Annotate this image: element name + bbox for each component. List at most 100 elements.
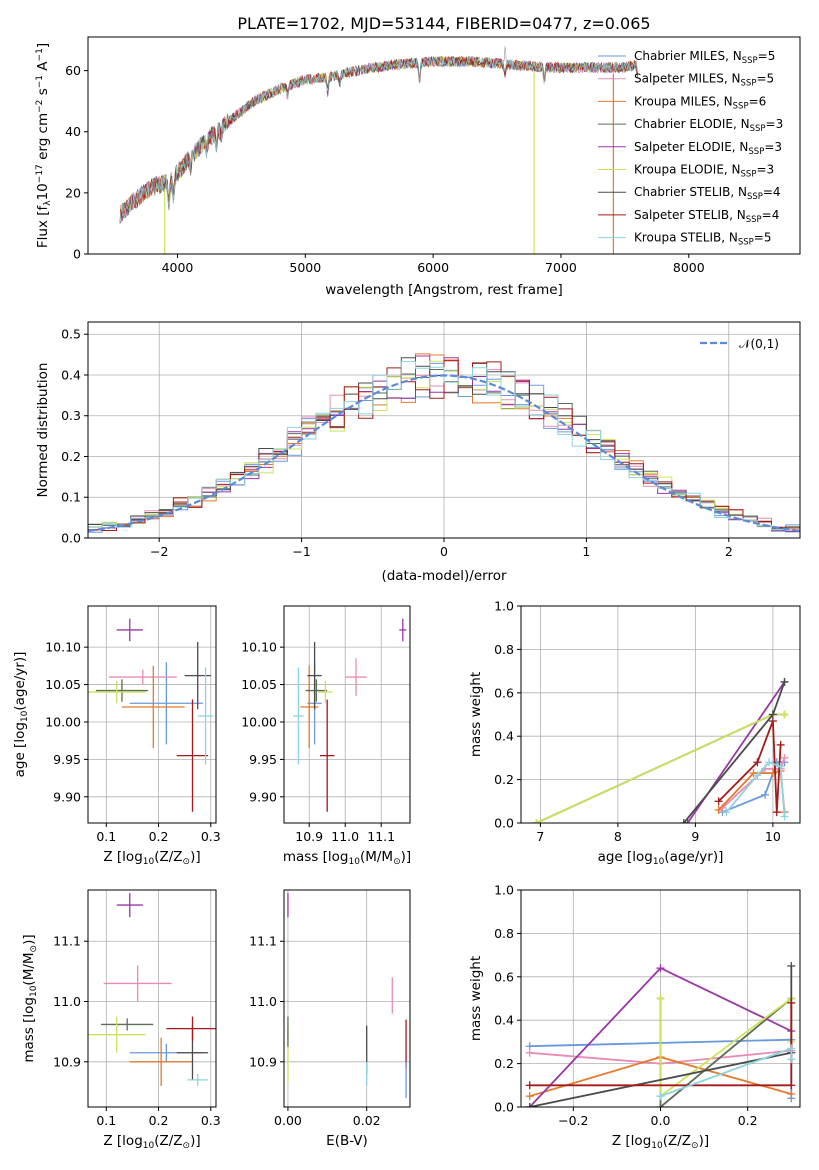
y-tick-label: 11.0 xyxy=(249,994,277,1009)
axes-frame xyxy=(87,605,217,824)
y-tick-label: 10.00 xyxy=(241,714,277,729)
weight-line xyxy=(536,713,785,823)
y-tick-label: 11.1 xyxy=(249,934,277,949)
x-tick-label: 8 xyxy=(614,829,622,844)
x-tick-label: 0.0 xyxy=(651,1113,671,1128)
y-tick-label: 0.6 xyxy=(494,969,514,984)
x-tick-label: 7000 xyxy=(545,260,577,275)
x-axis-label: wavelength [Angstrom, rest frame] xyxy=(325,282,563,298)
x-tick-label: 0 xyxy=(440,544,448,559)
legend-entry: Chabrier ELODIE, NSSP=3 xyxy=(634,117,783,134)
spectrum-line xyxy=(119,55,638,224)
y-axis-label: mass weight xyxy=(468,672,484,757)
y-tick-label: 0.2 xyxy=(494,1056,514,1071)
x-axis-label: (data-model)/error xyxy=(381,568,507,584)
x-tick-label: 8000 xyxy=(673,260,705,275)
x-tick-label: 11.0 xyxy=(331,829,359,844)
panel-age-vs-mass: 10.9 11.0 11.1 9.90 9.95 10.00 10.05 10.10 xyxy=(241,605,411,844)
spectrum-line xyxy=(119,56,638,224)
chart-title: PLATE=1702, MJD=53144, FIBERID=0477, z=0… xyxy=(237,14,650,33)
legend-entry: Salpeter MILES, NSSP=5 xyxy=(634,72,774,89)
spectrum-line xyxy=(119,56,638,224)
legend: Chabrier MILES, NSSP=5 Salpeter MILES, NS… xyxy=(598,49,783,248)
y-axis-label: Flux [fλ10−17 erg cm−2 s−1 A−1] xyxy=(35,43,53,248)
y-tick-label: 10.9 xyxy=(249,1054,277,1069)
weight-line xyxy=(659,996,793,1098)
x-axis-label: E(B-V) xyxy=(326,1133,368,1149)
x-tick-label: −1 xyxy=(292,544,310,559)
legend-entry: Kroupa ELODIE, NSSP=3 xyxy=(634,163,774,180)
spectrum-line xyxy=(119,55,638,224)
y-tick-label: 0.2 xyxy=(61,449,81,464)
spectrum-line xyxy=(119,55,638,224)
x-tick-label: 2 xyxy=(725,544,733,559)
y-tick-label: 9.95 xyxy=(53,752,81,767)
x-tick-label: 6000 xyxy=(417,260,449,275)
x-tick-label: 5000 xyxy=(289,260,321,275)
spectrum-line xyxy=(119,56,638,224)
spectrum-line xyxy=(119,55,638,224)
y-tick-label: 0.4 xyxy=(494,1013,514,1028)
x-tick-label: 4000 xyxy=(162,260,194,275)
panel-mass-vs-Z: 0.1 0.2 0.3 10.9 11.0 11.1 xyxy=(53,889,221,1128)
axes-frame xyxy=(87,36,801,255)
x-tick-label: 0.1 xyxy=(96,829,116,844)
legend-entry: Salpeter ELODIE, NSSP=3 xyxy=(634,140,782,157)
x-tick-label: 0.3 xyxy=(201,829,221,844)
y-tick-label: 40 xyxy=(65,124,81,139)
y-tick-label: 0.8 xyxy=(494,642,514,657)
y-tick-label: 1.0 xyxy=(494,883,514,898)
axes-frame xyxy=(87,889,217,1108)
panel-weight-vs-age: 7 8 9 10 0.0 0.2 0.4 0.6 0.8 1.0 xyxy=(494,599,801,844)
panel-age-vs-Z: 0.1 0.2 0.3 9.90 9.95 10.00 10.05 10.10 xyxy=(45,605,221,844)
y-tick-label: 10.10 xyxy=(45,640,81,655)
x-tick-label: 0.3 xyxy=(201,1113,221,1128)
x-tick-label: −2 xyxy=(150,544,168,559)
x-tick-label: 1 xyxy=(582,544,590,559)
plot-area xyxy=(88,353,800,536)
x-tick-label: 10 xyxy=(765,829,781,844)
y-tick-label: 0.0 xyxy=(494,1100,514,1115)
y-tick-label: 0.0 xyxy=(494,816,514,831)
legend-entry: 𝒩(0,1) xyxy=(739,337,779,351)
y-axis-label: Normed distribution xyxy=(35,363,51,498)
plot-area xyxy=(119,46,638,254)
y-tick-label: 0.1 xyxy=(61,490,81,505)
y-axis-label: age [log10(age/yr)] xyxy=(12,652,30,778)
axes-frame xyxy=(520,605,801,824)
y-tick-label: 10.05 xyxy=(241,677,277,692)
weight-line xyxy=(721,757,786,809)
axes-frame xyxy=(283,889,411,1108)
x-tick-label: 0.2 xyxy=(149,829,169,844)
y-axis-label: mass [log10(M/M⊙)] xyxy=(21,934,39,1062)
y-axis-label: mass weight xyxy=(468,956,484,1041)
plot-area xyxy=(88,893,216,1086)
panel-spectrum: 4000 5000 6000 7000 8000 0 20 40 60 xyxy=(65,36,801,275)
axes-frame xyxy=(283,605,411,824)
legend-entry: Salpeter STELIB, NSSP=4 xyxy=(634,208,779,225)
panel-mass-vs-ebv: 0.00 0.02 10.9 11.0 11.1 xyxy=(249,889,411,1128)
x-tick-label: 0.02 xyxy=(353,1113,381,1128)
legend-entry: Kroupa STELIB, NSSP=5 xyxy=(634,231,772,248)
gaussian-curve xyxy=(88,374,800,532)
y-tick-label: 9.90 xyxy=(249,789,277,804)
y-tick-label: 0.2 xyxy=(494,772,514,787)
x-axis-label: age [log10(age/yr)] xyxy=(598,849,724,867)
x-tick-label: 0.2 xyxy=(738,1113,758,1128)
y-tick-label: 0.3 xyxy=(61,408,81,423)
y-tick-label: 0.8 xyxy=(494,926,514,941)
y-tick-label: 1.0 xyxy=(494,599,514,614)
y-tick-label: 0 xyxy=(73,247,81,262)
x-axis-label: Z [log10(Z/Z⊙)] xyxy=(612,1133,709,1151)
y-tick-label: 9.90 xyxy=(53,789,81,804)
y-tick-label: 10.00 xyxy=(45,714,81,729)
x-tick-label: 9 xyxy=(691,829,699,844)
y-tick-label: 0.5 xyxy=(61,327,81,342)
y-tick-label: 60 xyxy=(65,63,81,78)
plot-area xyxy=(532,677,789,823)
y-tick-label: 11.0 xyxy=(53,994,81,1009)
x-tick-label: −0.2 xyxy=(558,1113,588,1128)
y-tick-label: 9.95 xyxy=(249,752,277,767)
plot-area xyxy=(293,618,407,812)
x-tick-label: 0.1 xyxy=(96,1113,116,1128)
